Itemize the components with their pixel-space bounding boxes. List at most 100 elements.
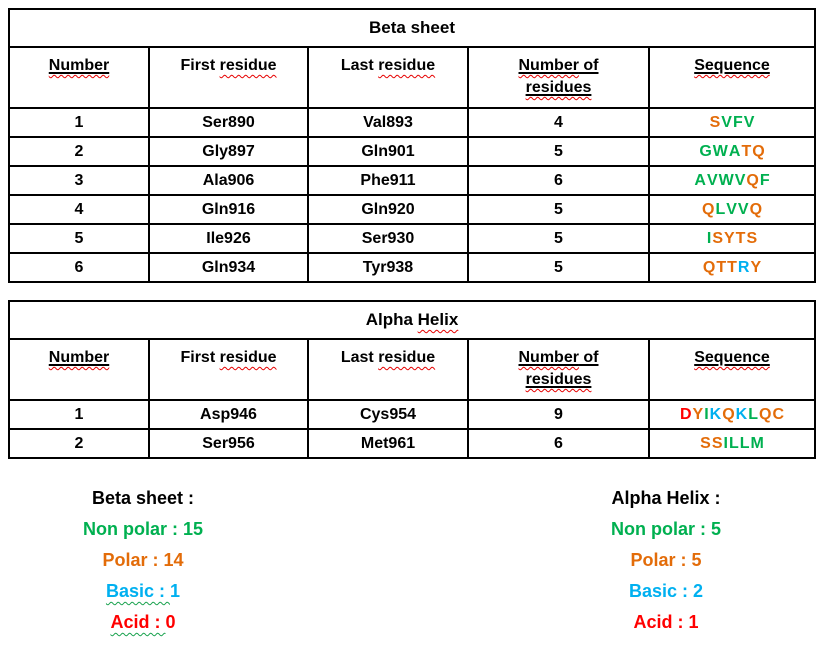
summary-line-acid: Acid : 1: [541, 607, 791, 638]
cell-last-residue: Tyr938: [307, 252, 469, 283]
sequence-letter-polar: S: [711, 434, 723, 452]
cell-sequence: QLVVQ: [648, 194, 816, 225]
sequence-letter-polar: C: [772, 405, 785, 423]
sequence-letter-non_polar: V: [726, 200, 737, 218]
text-segment: of: [578, 57, 599, 74]
beta-sheet-title-row: Beta sheet: [8, 8, 816, 48]
cell-first-residue: Ser956: [148, 428, 309, 459]
sequence-letter-polar: S: [746, 229, 758, 247]
column-header-4: Sequence: [648, 338, 816, 401]
text-segment: residues: [526, 371, 592, 388]
sequence-letter-polar: Q: [752, 142, 765, 160]
summary-label: Non polar :: [82, 519, 183, 539]
cell-number: 1: [8, 107, 150, 138]
misspelled-word: Number: [518, 57, 579, 74]
alpha-helix-summary-title: Alpha Helix :: [611, 488, 721, 508]
alpha-helix-title-row: Alpha Helix: [8, 300, 816, 340]
sequence-letter-non_polar: L: [715, 200, 726, 218]
cell-residue-count: 6: [467, 165, 650, 196]
table-row: 1 Asp946 Cys954 9 DYIKQKLQC: [8, 399, 816, 430]
sequence-letter-polar: S: [700, 434, 711, 452]
misspelled-word: Number: [48, 349, 110, 366]
alpha-helix-summary: Alpha Helix : Non polar : 5 Polar : 5 Basic…: [541, 483, 791, 638]
cell-first-residue: Gly897: [148, 136, 309, 167]
cell-sequence: AVWVQF: [648, 165, 816, 196]
misspelled-word: residue: [219, 57, 277, 74]
sequence-letter-polar: Q: [701, 200, 715, 218]
cell-number: 2: [8, 428, 150, 459]
column-header-2: Last residue: [307, 338, 469, 401]
header-line: residues: [470, 369, 647, 391]
summary-value: 15: [182, 519, 204, 539]
cell-number: 3: [8, 165, 150, 196]
cell-last-residue: Ser930: [307, 223, 469, 254]
sequence-letter-non_polar: V: [737, 200, 749, 218]
summary-line-basic: Basic : 1: [18, 576, 268, 607]
beta-sheet-header-row: Number First residue Last residue Number of…: [8, 46, 816, 109]
misspelled-word: Number: [518, 349, 579, 366]
sequence-letter-polar: T: [727, 258, 737, 276]
sequence-letter-polar: T: [741, 142, 752, 160]
cell-last-residue: Val893: [307, 107, 469, 138]
text-segment: Sequence: [694, 349, 770, 366]
cell-number: 6: [8, 252, 150, 283]
sequence-letter-non_polar: I: [704, 405, 709, 423]
cell-residue-count: 5: [467, 223, 650, 254]
summary-line-polar: Polar : 14: [18, 545, 268, 576]
misspelled-word: Sequence: [694, 349, 770, 366]
header-line: Sequence: [651, 55, 813, 77]
table-row: 1 Ser890 Val893 4 SVFV: [8, 107, 816, 138]
cell-number: 5: [8, 223, 150, 254]
cell-residue-count: 5: [467, 136, 650, 167]
misspelled-word: residue: [219, 349, 277, 366]
sequence-letter-non_polar: V: [734, 171, 746, 189]
summary-value: 5: [710, 519, 721, 539]
table-row: 2 Ser956 Met961 6 SSILLM: [8, 428, 816, 459]
column-header-2: Last residue: [307, 46, 469, 109]
sequence-letter-non_polar: F: [732, 113, 743, 131]
summary-value: 2: [693, 581, 704, 601]
sequence-letter-polar: Y: [692, 405, 704, 423]
misspelled-word: Helix: [417, 310, 459, 329]
beta-sheet-summary-title: Beta sheet :: [91, 488, 195, 508]
cell-first-residue: Ala906: [148, 165, 309, 196]
summary-label: Basic :: [628, 581, 693, 601]
misspelled-word: Sequence: [694, 57, 770, 74]
summary-label: Polar :: [630, 550, 692, 570]
cell-first-residue: Gln916: [148, 194, 309, 225]
beta-sheet-table: Beta sheet Number First residue Last residu…: [8, 8, 816, 283]
sequence-letter-non_polar: M: [750, 434, 764, 452]
sequence-letter-non_polar: V: [721, 113, 732, 131]
text-segment: First: [180, 57, 220, 74]
sequence-letter-polar: Y: [724, 229, 735, 247]
cell-last-residue: Met961: [307, 428, 469, 459]
sequence-letter-polar: S: [712, 229, 723, 247]
sequence-letter-basic: K: [709, 405, 722, 423]
cell-sequence: SVFV: [648, 107, 816, 138]
column-header-0: Number: [8, 338, 150, 401]
sequence-letter-non_polar: F: [759, 171, 770, 189]
cell-first-residue: Ser890: [148, 107, 309, 138]
column-header-3: Number of residues: [467, 46, 650, 109]
cell-sequence: DYIKQKLQC: [648, 399, 816, 430]
misspelled-word: residue: [378, 349, 436, 366]
sequence-letter-non_polar: L: [739, 434, 750, 452]
sequence-letter-non_polar: I: [723, 434, 728, 452]
alpha-helix-table: Alpha Helix Number First residue Last resid…: [8, 300, 816, 459]
table-row: 5 Ile926 Ser930 5 ISYTS: [8, 223, 816, 254]
sequence-letter-non_polar: I: [706, 229, 712, 247]
column-header-3: Number of residues: [467, 338, 650, 401]
cell-sequence: SSILLM: [648, 428, 816, 459]
sequence-letter-polar: Y: [750, 258, 762, 276]
sequence-letter-polar: Q: [746, 171, 759, 189]
cell-residue-count: 6: [467, 428, 650, 459]
summary-line-basic: Basic : 2: [541, 576, 791, 607]
sequence-letter-polar: T: [716, 258, 727, 276]
sequence-letter-non_polar: A: [694, 171, 706, 189]
cell-last-residue: Cys954: [307, 399, 469, 430]
beta-sheet-title: Beta sheet: [8, 8, 816, 48]
summary-label: Non polar :: [610, 519, 711, 539]
cell-residue-count: 5: [467, 252, 650, 283]
text-segment: residues: [526, 79, 592, 96]
